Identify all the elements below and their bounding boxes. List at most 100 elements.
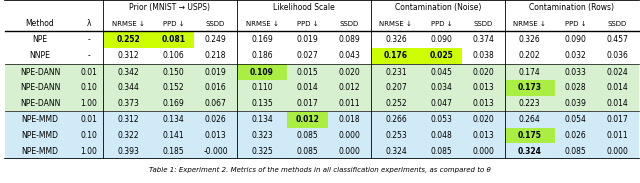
Text: Table 1: Experiment 2. Metrics of the methods in all classification experiments,: Table 1: Experiment 2. Metrics of the me…: [149, 167, 491, 173]
Text: λ: λ: [87, 19, 92, 28]
Text: 0.020: 0.020: [472, 115, 494, 124]
Text: 0.231: 0.231: [385, 68, 406, 76]
Text: Contamination (Noise): Contamination (Noise): [395, 3, 481, 12]
Text: 0.012: 0.012: [339, 83, 360, 92]
Text: 0.081: 0.081: [162, 36, 186, 44]
Bar: [5, 112, 639, 128]
Text: 0.038: 0.038: [472, 51, 494, 60]
Text: 0.134: 0.134: [251, 115, 273, 124]
Text: 0.012: 0.012: [296, 115, 319, 124]
Text: 0.034: 0.034: [431, 83, 452, 92]
Text: Method: Method: [26, 19, 54, 28]
Text: 0.085: 0.085: [297, 147, 319, 156]
Text: 0.013: 0.013: [205, 131, 227, 140]
Text: 0.150: 0.150: [163, 68, 184, 76]
Text: SSDD: SSDD: [474, 21, 493, 27]
Text: 0.014: 0.014: [607, 83, 628, 92]
Text: PPD ↓: PPD ↓: [297, 21, 318, 27]
Text: 0.014: 0.014: [297, 83, 319, 92]
Text: 0.048: 0.048: [431, 131, 452, 140]
Bar: [153, 32, 195, 48]
Text: 0.019: 0.019: [297, 36, 319, 44]
Text: 0.054: 0.054: [564, 115, 586, 124]
Text: NNPE: NNPE: [29, 51, 51, 60]
Text: NPE-DANN: NPE-DANN: [20, 68, 60, 76]
Text: SSDD: SSDD: [206, 21, 225, 27]
Text: 0.176: 0.176: [384, 51, 408, 60]
Text: 0.10: 0.10: [81, 131, 97, 140]
Text: 0.323: 0.323: [251, 131, 273, 140]
Text: 0.169: 0.169: [251, 36, 273, 44]
Text: 0.185: 0.185: [163, 147, 184, 156]
Text: 0.067: 0.067: [205, 99, 227, 108]
Bar: [5, 64, 639, 80]
Text: 0.326: 0.326: [519, 36, 541, 44]
Bar: [5, 143, 639, 159]
Text: 0.152: 0.152: [163, 83, 184, 92]
Text: 0.01: 0.01: [81, 68, 97, 76]
Bar: [505, 80, 555, 96]
Text: 0.024: 0.024: [607, 68, 628, 76]
Text: 0.342: 0.342: [117, 68, 139, 76]
Text: 0.011: 0.011: [339, 99, 360, 108]
Text: NPE-DANN: NPE-DANN: [20, 83, 60, 92]
Text: 0.252: 0.252: [385, 99, 406, 108]
Text: 0.028: 0.028: [564, 83, 586, 92]
Text: 0.013: 0.013: [472, 131, 494, 140]
Text: 0.085: 0.085: [297, 131, 319, 140]
Text: NRMSE ↓: NRMSE ↓: [111, 21, 145, 27]
Bar: [5, 128, 639, 143]
Text: 0.025: 0.025: [429, 51, 453, 60]
Text: 0.393: 0.393: [117, 147, 139, 156]
Text: 0.026: 0.026: [205, 115, 227, 124]
Text: 0.141: 0.141: [163, 131, 184, 140]
Text: 0.089: 0.089: [339, 36, 360, 44]
Text: 0.090: 0.090: [431, 36, 452, 44]
Text: NPE-MMD: NPE-MMD: [22, 147, 59, 156]
Text: 0.013: 0.013: [472, 99, 494, 108]
Bar: [505, 128, 555, 143]
Text: 0.218: 0.218: [205, 51, 227, 60]
Text: PPD ↓: PPD ↓: [163, 21, 184, 27]
Text: 0.223: 0.223: [519, 99, 541, 108]
Text: NRMSE ↓: NRMSE ↓: [246, 21, 278, 27]
Text: 0.344: 0.344: [117, 83, 139, 92]
Text: 0.312: 0.312: [117, 115, 139, 124]
Text: 0.019: 0.019: [205, 68, 227, 76]
Text: PPD ↓: PPD ↓: [431, 21, 452, 27]
Text: 0.373: 0.373: [117, 99, 139, 108]
Text: 0.374: 0.374: [472, 36, 494, 44]
Text: 0.01: 0.01: [81, 115, 97, 124]
Text: 1.00: 1.00: [81, 147, 97, 156]
Text: 0.253: 0.253: [385, 131, 407, 140]
Text: 0.326: 0.326: [385, 36, 407, 44]
Text: 0.000: 0.000: [339, 131, 360, 140]
Text: 0.325: 0.325: [251, 147, 273, 156]
Text: 0.032: 0.032: [564, 51, 586, 60]
Text: 0.312: 0.312: [117, 51, 139, 60]
Text: 0.109: 0.109: [250, 68, 274, 76]
Text: SSDD: SSDD: [340, 21, 359, 27]
Text: SSDD: SSDD: [608, 21, 627, 27]
Text: 0.249: 0.249: [205, 36, 227, 44]
Text: -: -: [88, 51, 90, 60]
Text: 0.169: 0.169: [163, 99, 184, 108]
Text: 0.252: 0.252: [116, 36, 140, 44]
Text: 1.00: 1.00: [81, 99, 97, 108]
Text: PPD ↓: PPD ↓: [564, 21, 586, 27]
Text: NPE-DANN: NPE-DANN: [20, 99, 60, 108]
Text: 0.027: 0.027: [297, 51, 319, 60]
Text: Contamination (Rows): Contamination (Rows): [529, 3, 614, 12]
Text: 0.173: 0.173: [518, 83, 542, 92]
Text: -0.000: -0.000: [204, 147, 228, 156]
Text: 0.457: 0.457: [607, 36, 628, 44]
Text: 0.085: 0.085: [431, 147, 452, 156]
Text: 0.085: 0.085: [564, 147, 586, 156]
Text: 0.324: 0.324: [518, 147, 541, 156]
Text: 0.014: 0.014: [607, 99, 628, 108]
Text: 0.000: 0.000: [607, 147, 628, 156]
Text: 0.174: 0.174: [519, 68, 541, 76]
Bar: [371, 48, 421, 64]
Text: 0.000: 0.000: [472, 147, 494, 156]
Text: 0.175: 0.175: [518, 131, 541, 140]
